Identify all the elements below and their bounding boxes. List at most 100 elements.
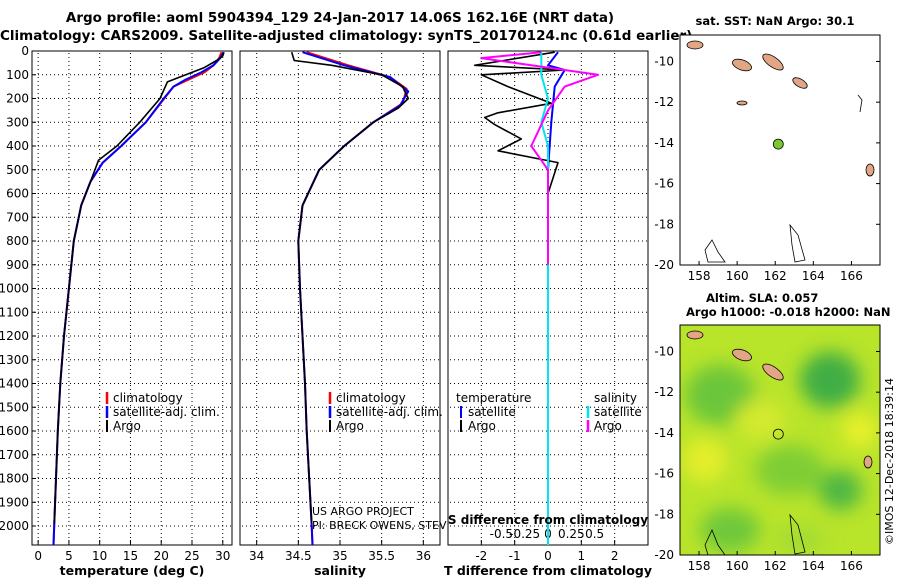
grid-dot [146, 98, 147, 99]
grid-dot [191, 185, 193, 186]
grid-dot [162, 169, 163, 171]
grid-dot [274, 478, 275, 479]
grid-dot [622, 359, 623, 361]
grid-dot [474, 383, 475, 384]
grid-dot [126, 264, 127, 266]
grid-dot [630, 359, 631, 361]
grid-dot [37, 73, 39, 74]
grid-dot [99, 273, 101, 274]
grid-dot [99, 261, 101, 262]
grid-dot [138, 98, 139, 99]
grid-dot [99, 277, 101, 278]
grid-dot [222, 501, 223, 503]
grid-dot [278, 145, 279, 147]
grid-dot [129, 157, 131, 158]
grid-dot [162, 311, 163, 313]
grid-dot [394, 525, 395, 527]
grid-dot [114, 335, 115, 337]
grid-dot [642, 50, 643, 52]
grid-dot [256, 149, 258, 150]
grid-dot [226, 454, 227, 456]
grid-dot [68, 57, 70, 58]
grid-dot [110, 74, 111, 76]
grid-dot [310, 145, 311, 147]
grid-dot [398, 383, 399, 384]
grid-dot [138, 383, 139, 384]
grid-dot [256, 313, 258, 314]
grid-dot [191, 61, 193, 62]
grid-dot [256, 213, 258, 214]
grid-dot [68, 385, 70, 386]
grid-dot [129, 149, 131, 150]
grid-dot [129, 373, 131, 374]
grid-dot [578, 169, 579, 171]
grid-dot [542, 50, 543, 52]
grid-dot [226, 359, 227, 361]
grid-dot [282, 430, 283, 432]
grid-dot [134, 311, 135, 313]
grid-dot [142, 193, 143, 194]
grid-dot [191, 461, 193, 462]
grid-dot [214, 121, 215, 123]
grid-dot [68, 253, 70, 254]
grid-dot [466, 50, 467, 52]
grid-dot [297, 321, 299, 322]
grid-dot [160, 421, 162, 422]
grid-dot [334, 74, 335, 76]
grid-dot [422, 185, 424, 186]
grid-dot [142, 501, 143, 503]
grid-dot [142, 525, 143, 527]
grid-dot [166, 74, 167, 76]
grid-dot [370, 311, 371, 313]
grid-dot [618, 311, 619, 313]
grid-dot [381, 461, 383, 462]
grid-dot [381, 217, 383, 218]
grid-dot [274, 74, 275, 76]
grid-dot [381, 365, 383, 366]
grid-dot [578, 288, 579, 289]
grid-dot [278, 335, 279, 337]
grid-dot [54, 50, 55, 52]
grid-dot [350, 169, 351, 171]
grid-dot [454, 145, 455, 147]
grid-dot [191, 377, 193, 378]
grid-dot [402, 288, 403, 289]
grid-dot [68, 173, 70, 174]
grid-dot [606, 288, 607, 289]
grid-dot [354, 121, 355, 123]
grid-dot [514, 217, 516, 218]
grid-dot [278, 406, 279, 408]
grid-dot [414, 501, 415, 503]
grid-dot [562, 383, 563, 384]
grid-dot [410, 121, 411, 123]
grid-dot [366, 430, 367, 432]
grid-dot [186, 454, 187, 456]
grid-dot [297, 493, 299, 494]
grid-dot [210, 169, 211, 171]
grid-dot [206, 311, 207, 313]
grid-dot [282, 193, 283, 194]
grid-dot [222, 417, 224, 418]
grid-dot [450, 169, 451, 171]
grid-dot [394, 121, 395, 123]
grid-dot [297, 509, 299, 510]
grid-dot [50, 264, 51, 266]
grid-dot [626, 240, 627, 242]
grid-dot [99, 53, 101, 54]
grid-dot [314, 216, 315, 218]
grid-dot [37, 385, 39, 386]
grid-dot [37, 221, 39, 222]
grid-dot [54, 288, 55, 289]
grid-dot [480, 417, 482, 418]
grid-dot [510, 454, 511, 456]
grid-dot [218, 98, 219, 99]
grid-dot [222, 453, 224, 454]
grid-dot [480, 377, 482, 378]
grid-dot [66, 335, 67, 337]
grid-dot [318, 50, 319, 52]
grid-dot [518, 454, 519, 456]
grid-dot [129, 237, 131, 238]
grid-dot [370, 216, 371, 218]
grid-dot [98, 501, 99, 503]
grid-dot [646, 240, 647, 242]
